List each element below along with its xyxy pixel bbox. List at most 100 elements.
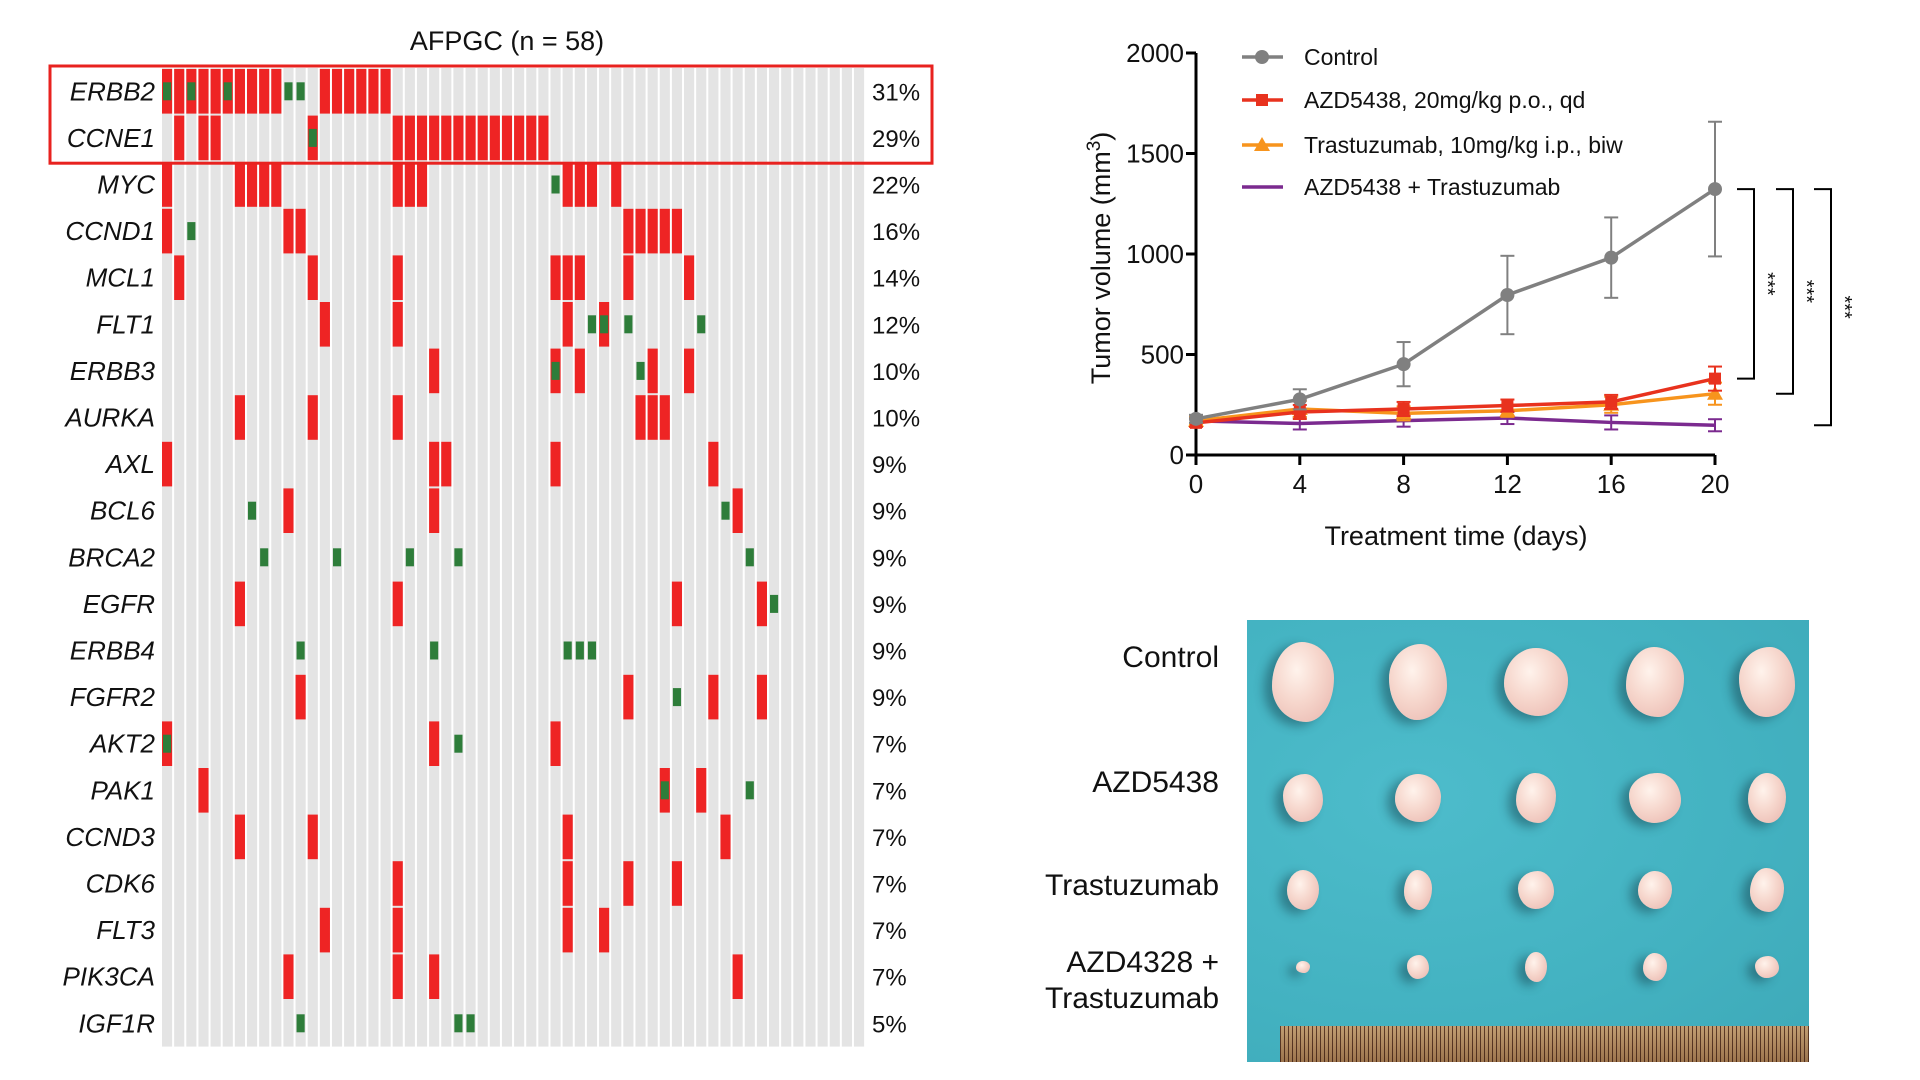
amplification-cell xyxy=(526,115,537,161)
data-point xyxy=(1501,399,1514,412)
amplification-cell xyxy=(647,395,658,440)
alteration-percent: 31% xyxy=(872,79,920,106)
tumor-sample xyxy=(1626,647,1684,717)
amplification-cell xyxy=(271,162,282,207)
mutation-cell xyxy=(575,641,584,660)
mutation-cell xyxy=(223,82,232,101)
y-tick-label: 1000 xyxy=(1126,239,1184,269)
amplification-cell xyxy=(586,162,598,207)
sample-column xyxy=(647,68,658,1047)
significance-bracket xyxy=(1737,188,1755,380)
sample-column xyxy=(671,68,683,1047)
amplification-cell xyxy=(174,255,185,300)
amplification-cell xyxy=(550,721,561,766)
amplification-cell xyxy=(623,674,634,720)
amplification-cell xyxy=(429,441,440,487)
sample-column xyxy=(441,68,452,1047)
amplification-cell xyxy=(429,954,440,999)
x-axis-label: Treatment time (days) xyxy=(1324,521,1587,551)
photo-label-combo-line2: Trastuzumab xyxy=(1045,982,1219,1015)
mutation-cell xyxy=(454,548,463,567)
sample-column xyxy=(732,68,743,1047)
amplification-cell xyxy=(465,115,476,161)
sample-column xyxy=(162,68,173,1047)
y-tick-label: 1500 xyxy=(1126,139,1184,169)
amplification-cell xyxy=(684,348,695,394)
series-line xyxy=(1195,376,1716,425)
sample-column xyxy=(344,68,355,1047)
sample-column xyxy=(635,68,646,1047)
amplification-cell xyxy=(647,348,658,394)
sample-column xyxy=(562,68,573,1047)
amplification-cell xyxy=(307,255,318,300)
amplification-cell xyxy=(198,115,209,161)
amplification-cell xyxy=(623,255,634,300)
amplification-cell xyxy=(307,395,318,440)
amplification-cell xyxy=(162,208,173,254)
mutation-cell xyxy=(284,82,293,101)
sample-column xyxy=(720,68,731,1047)
amplification-cell xyxy=(429,488,440,533)
amplification-cell xyxy=(514,115,525,161)
photo-label-combo-line1: AZD4328 + xyxy=(1066,946,1219,979)
amplification-cell xyxy=(246,162,258,207)
sample-column xyxy=(611,68,622,1047)
mutation-cell xyxy=(587,641,597,660)
amplification-cell xyxy=(671,861,683,906)
amplification-cell xyxy=(708,441,719,487)
amplification-cell xyxy=(671,208,683,254)
series-line xyxy=(1195,391,1716,423)
amplification-cell xyxy=(295,674,306,720)
gene-label: CDK6 xyxy=(86,869,156,899)
mutation-cell xyxy=(430,641,439,660)
tumor-sample xyxy=(1296,961,1310,973)
legend-label: Control xyxy=(1304,44,1378,70)
gene-label: EGFR xyxy=(83,589,155,619)
sample-column xyxy=(295,68,306,1047)
gene-label: AKT2 xyxy=(88,729,156,759)
gene-label: CCNE1 xyxy=(67,123,155,153)
mutation-cell xyxy=(672,688,682,707)
amplification-cell xyxy=(368,69,379,114)
alteration-percent: 29% xyxy=(872,126,920,153)
y-axis-label: Tumor volume (mm3) xyxy=(1084,132,1116,385)
sample-column xyxy=(526,68,537,1047)
amplification-cell xyxy=(162,162,173,207)
data-point xyxy=(1292,392,1307,407)
alteration-percent: 10% xyxy=(872,359,920,386)
sample-column xyxy=(356,68,367,1047)
amplification-cell xyxy=(623,861,634,906)
data-point xyxy=(1189,411,1203,426)
amplification-cell xyxy=(174,69,185,114)
alteration-percent: 9% xyxy=(872,499,907,526)
mutation-cell xyxy=(551,175,560,194)
sample-column xyxy=(684,68,695,1047)
tumor-sample xyxy=(1755,956,1779,978)
sample-column xyxy=(416,68,428,1047)
sample-column xyxy=(429,68,440,1047)
amplification-cell xyxy=(234,69,245,114)
amplification-cell xyxy=(392,255,403,300)
series-line xyxy=(1195,416,1716,428)
mutation-cell xyxy=(563,641,572,660)
sample-column xyxy=(246,68,258,1047)
mutation-cell xyxy=(296,82,305,101)
mutation-cell xyxy=(296,1014,305,1033)
amplification-cell xyxy=(708,674,719,720)
alteration-percent: 7% xyxy=(872,732,907,759)
tumor-sample xyxy=(1525,952,1547,982)
mutation-cell xyxy=(163,82,172,101)
mutation-cell xyxy=(332,548,342,567)
amplification-cell xyxy=(259,162,270,207)
sample-column xyxy=(234,68,245,1047)
mutation-cell xyxy=(405,548,414,567)
gene-label: AXL xyxy=(104,449,155,479)
amplification-cell xyxy=(429,348,440,394)
amplification-cell xyxy=(416,115,428,161)
amplification-cell xyxy=(562,907,573,953)
alteration-percent: 7% xyxy=(872,778,907,805)
sample-column xyxy=(550,68,561,1047)
data-point xyxy=(1254,137,1270,151)
sample-column xyxy=(853,68,865,1047)
